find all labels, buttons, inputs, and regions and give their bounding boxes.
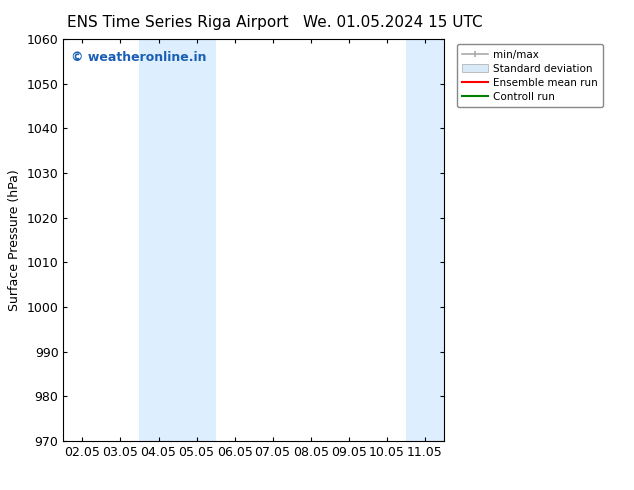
Bar bbox=[139, 39, 178, 441]
Bar bbox=[406, 39, 444, 441]
Text: ENS Time Series Riga Airport: ENS Time Series Riga Airport bbox=[67, 15, 288, 30]
Text: We. 01.05.2024 15 UTC: We. 01.05.2024 15 UTC bbox=[303, 15, 483, 30]
Text: © weatheronline.in: © weatheronline.in bbox=[71, 51, 207, 64]
Bar bbox=[178, 39, 216, 441]
Legend: min/max, Standard deviation, Ensemble mean run, Controll run: min/max, Standard deviation, Ensemble me… bbox=[456, 45, 603, 107]
Y-axis label: Surface Pressure (hPa): Surface Pressure (hPa) bbox=[8, 169, 21, 311]
